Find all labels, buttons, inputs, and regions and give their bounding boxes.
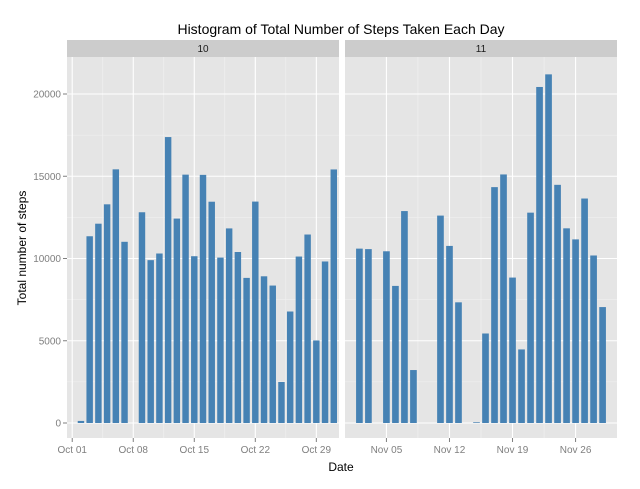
bar-11-26 xyxy=(572,239,579,423)
bar-10-21 xyxy=(243,278,249,423)
bar-11-20 xyxy=(518,349,525,423)
bar-11-6 xyxy=(392,286,399,423)
bar-10-12 xyxy=(165,137,171,423)
y-tick-label: 20000 xyxy=(33,90,61,101)
bar-11-18 xyxy=(500,174,507,423)
bar-10-22 xyxy=(252,202,258,423)
y-tick-label: 10000 xyxy=(33,254,61,265)
x-tick-label: Oct 22 xyxy=(241,445,271,456)
bar-10-7 xyxy=(121,242,127,423)
facet-panel-10: 10 Oct 01 Oct 08 Oct 15 Oct 22 Oct 29 xyxy=(57,40,339,456)
bar-10-5 xyxy=(104,204,110,423)
bar-10-11 xyxy=(156,253,162,423)
bar-11-12 xyxy=(446,246,453,423)
bar-11-3 xyxy=(365,249,372,423)
facet-strip-label: 10 xyxy=(197,44,209,55)
x-axis-title: Date xyxy=(328,460,354,474)
bar-10-27 xyxy=(296,257,302,423)
bar-10-6 xyxy=(113,169,119,423)
bar-10-9 xyxy=(139,212,145,423)
x-tick-label: Oct 08 xyxy=(119,445,149,456)
bar-10-28 xyxy=(304,235,310,423)
bar-10-16 xyxy=(200,175,206,423)
bar-11-16 xyxy=(482,333,489,423)
bar-11-22 xyxy=(536,87,543,423)
bar-11-5 xyxy=(383,251,390,423)
bar-11-15 xyxy=(473,422,480,423)
bar-10-17 xyxy=(208,202,214,423)
x-tick-label: Oct 01 xyxy=(57,445,87,456)
facet-panel-11: 11 Nov 05 Nov 12 Nov 19 Nov 26 xyxy=(345,40,617,456)
y-tick-label: 15000 xyxy=(33,172,61,183)
x-tick-label: Nov 05 xyxy=(371,445,403,456)
bar-10-3 xyxy=(86,236,92,423)
bar-11-23 xyxy=(545,74,552,423)
bar-11-13 xyxy=(455,302,462,423)
bar-10-4 xyxy=(95,224,101,423)
bar-10-2 xyxy=(78,421,84,423)
y-tick-label: 5000 xyxy=(39,336,62,347)
bar-10-10 xyxy=(147,260,153,423)
bar-11-27 xyxy=(581,199,588,423)
bar-11-24 xyxy=(554,185,561,423)
bar-11-21 xyxy=(527,213,534,423)
bar-10-23 xyxy=(261,276,267,423)
bar-10-29 xyxy=(313,340,319,423)
x-tick-label: Nov 26 xyxy=(560,445,592,456)
bar-10-30 xyxy=(322,261,328,423)
x-tick-label: Oct 15 xyxy=(180,445,210,456)
bar-11-19 xyxy=(509,278,516,423)
facet-strip-label: 11 xyxy=(476,44,487,55)
y-tick-label: 0 xyxy=(55,419,61,430)
bar-10-13 xyxy=(174,219,180,423)
bar-10-19 xyxy=(226,228,232,423)
x-tick-label: Nov 12 xyxy=(434,445,466,456)
bar-10-14 xyxy=(182,175,188,423)
bar-11-11 xyxy=(437,216,444,423)
bar-10-31 xyxy=(331,169,337,423)
bar-11-2 xyxy=(356,249,363,423)
bar-10-18 xyxy=(217,258,223,423)
bar-10-26 xyxy=(287,312,293,423)
bar-11-25 xyxy=(563,228,570,423)
chart-title: Histogram of Total Number of Steps Taken… xyxy=(177,21,504,37)
bar-11-7 xyxy=(401,211,408,423)
bar-10-20 xyxy=(235,252,241,423)
x-tick-label: Nov 19 xyxy=(497,445,529,456)
bar-10-25 xyxy=(278,382,284,423)
bar-10-15 xyxy=(191,256,197,423)
x-tick-label: Oct 29 xyxy=(302,445,332,456)
bar-11-28 xyxy=(590,255,597,423)
bar-10-24 xyxy=(270,286,276,423)
bar-11-29 xyxy=(599,307,606,423)
bar-11-17 xyxy=(491,187,498,423)
y-axis-title: Total number of steps xyxy=(15,191,29,306)
bar-11-8 xyxy=(410,370,417,423)
